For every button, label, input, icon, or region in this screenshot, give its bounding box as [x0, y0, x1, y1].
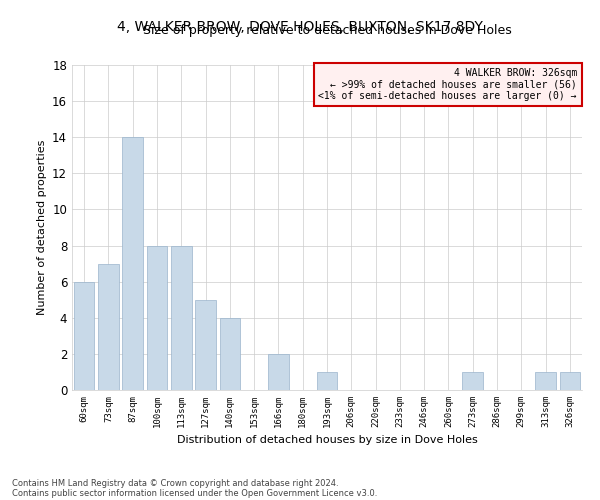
Y-axis label: Number of detached properties: Number of detached properties — [37, 140, 47, 315]
Text: 4, WALKER BROW, DOVE HOLES, BUXTON, SK17 8DY: 4, WALKER BROW, DOVE HOLES, BUXTON, SK17… — [117, 20, 483, 34]
Title: Size of property relative to detached houses in Dove Holes: Size of property relative to detached ho… — [143, 24, 511, 38]
Text: Contains public sector information licensed under the Open Government Licence v3: Contains public sector information licen… — [12, 488, 377, 498]
Bar — [171, 246, 191, 390]
Bar — [98, 264, 119, 390]
Bar — [146, 246, 167, 390]
Bar — [220, 318, 240, 390]
Bar — [463, 372, 483, 390]
Bar — [535, 372, 556, 390]
Bar — [195, 300, 216, 390]
Text: 4 WALKER BROW: 326sqm
← >99% of detached houses are smaller (56)
<1% of semi-det: 4 WALKER BROW: 326sqm ← >99% of detached… — [319, 68, 577, 102]
Bar — [122, 137, 143, 390]
Text: Contains HM Land Registry data © Crown copyright and database right 2024.: Contains HM Land Registry data © Crown c… — [12, 478, 338, 488]
X-axis label: Distribution of detached houses by size in Dove Holes: Distribution of detached houses by size … — [176, 436, 478, 446]
Bar — [317, 372, 337, 390]
Bar — [560, 372, 580, 390]
Bar — [268, 354, 289, 390]
Bar — [74, 282, 94, 390]
